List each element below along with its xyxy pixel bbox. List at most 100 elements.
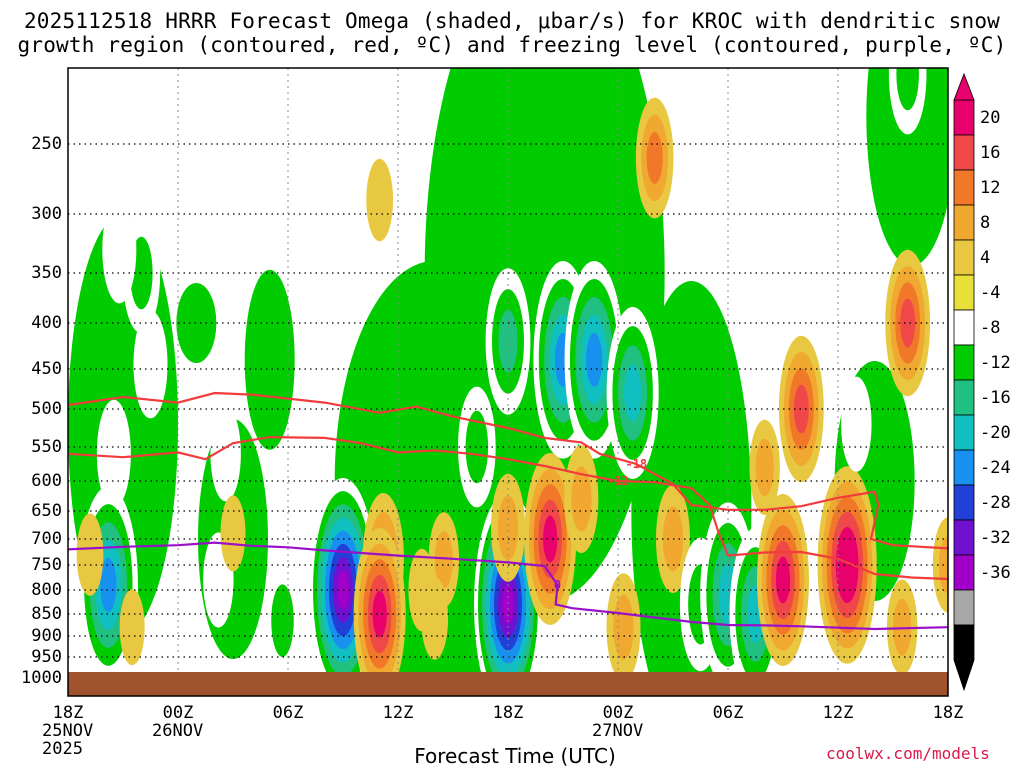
colorbar-box-4 (953, 239, 975, 276)
colorbar-box-8 (953, 379, 975, 416)
y-tick-label-800: 800 (31, 580, 62, 600)
colorbar-label--32: -32 (980, 528, 1011, 548)
omega-shading (68, 68, 948, 696)
credit-link[interactable]: coolwx.com/models (826, 744, 990, 763)
colorbar-box-5 (953, 274, 975, 311)
x-tick-label-3: 12Z (382, 703, 414, 723)
x-tick-sublabel-0-0: 25NOV (42, 721, 94, 741)
omega-cell-39 (885, 249, 931, 397)
omega-cell-27 (524, 453, 577, 625)
y-tick-label-950: 950 (31, 647, 62, 667)
x-axis-title: Forecast Time (UTC) (414, 744, 616, 768)
omega-cell-36 (757, 494, 809, 666)
omega-cell-21 (485, 268, 531, 415)
omega-cell-43 (841, 376, 872, 472)
colorbar-box-15 (953, 624, 975, 661)
x-tick-label-1: 00Z (162, 703, 194, 723)
omega-cell-38 (817, 466, 877, 664)
y-tick-label-700: 700 (31, 529, 62, 549)
colorbar-box-0 (953, 99, 975, 136)
colorbar-box-2 (953, 169, 975, 206)
omega-cell-5 (76, 513, 104, 596)
ground-surface (68, 672, 948, 696)
y-tick-label-650: 650 (31, 501, 62, 521)
colorbar-box-9 (953, 414, 975, 451)
colorbar-label--20: -20 (980, 423, 1011, 443)
gridlines (68, 68, 948, 696)
x-tick-sublabel-1-0: 26NOV (152, 721, 204, 741)
omega-cell-19 (421, 577, 449, 660)
omega-cell-11 (220, 495, 246, 572)
contour-dgz_-12 (68, 435, 948, 581)
colorbar-label--4: -4 (980, 283, 1001, 303)
x-tick-label-5: 00Z (602, 703, 634, 723)
x-tick-label-2: 06Z (272, 703, 304, 723)
colorbar (953, 72, 975, 692)
x-tick-label-8: 18Z (932, 703, 964, 723)
contour-label-dgz_-12: -12 (607, 474, 629, 488)
omega-background-5 (866, 68, 948, 266)
x-tick-label-7: 12Z (822, 703, 854, 723)
omega-cell-28 (564, 445, 599, 553)
colorbar-label--28: -28 (980, 493, 1011, 513)
colorbar-box-3 (953, 204, 975, 241)
x-tick-sublabel-0-1: 2025 (42, 739, 83, 759)
omega-cell-15 (353, 528, 406, 696)
y-tick-label-550: 550 (31, 437, 62, 457)
colorbar-box-1 (953, 134, 975, 171)
colorbar-label--8: -8 (980, 318, 1001, 338)
contour-label-dgz_-18: -18 (625, 457, 647, 471)
omega-cell-26 (606, 307, 659, 479)
omega-cell-23 (458, 386, 496, 508)
colorbar-label-12: 12 (980, 178, 1001, 198)
omega-background-7 (176, 283, 217, 363)
chart-title-line2: growth region (contoured, red, ºC) and f… (17, 33, 1007, 57)
colorbar-label-20: 20 (980, 108, 1001, 128)
y-tick-label-500: 500 (31, 399, 62, 419)
omega-cell-16 (366, 158, 394, 242)
colorbar-box-13 (953, 554, 975, 591)
y-tick-label-300: 300 (31, 204, 62, 224)
omega-cell-7 (210, 406, 241, 502)
omega-cell-2 (133, 310, 168, 419)
plot-frame (67, 67, 949, 697)
colorbar-label--16: -16 (980, 388, 1011, 408)
omega-cell-30 (635, 97, 674, 219)
colorbar-bottom-arrow (953, 659, 975, 692)
omega-cell-3 (96, 399, 131, 508)
contour-freezing_level_0 (68, 541, 948, 631)
colorbar-label-4: 4 (980, 248, 991, 268)
colorbar-top-arrow (953, 72, 975, 101)
y-tick-label-350: 350 (31, 263, 62, 283)
chart-title-line1: 2025112518 HRRR Forecast Omega (shaded, … (23, 9, 1001, 33)
y-tick-label-900: 900 (31, 626, 62, 646)
temperature-contours: -18 -12 0 (68, 391, 948, 631)
y-tick-label-450: 450 (31, 359, 62, 379)
omega-cell-6 (119, 589, 145, 666)
omega-cell-37 (778, 335, 824, 483)
y-tick-label-600: 600 (31, 471, 62, 491)
y-tick-label-400: 400 (31, 313, 62, 333)
colorbar-label--12: -12 (980, 353, 1011, 373)
y-tick-label-1000: 1000 (21, 668, 62, 688)
colorbar-box-11 (953, 484, 975, 521)
omega-cell-1 (102, 195, 137, 304)
omega-background-8 (244, 269, 295, 450)
omega-cell-42 (888, 68, 927, 135)
x-tick-label-4: 18Z (492, 703, 524, 723)
colorbar-label--24: -24 (980, 458, 1011, 478)
colorbar-box-7 (953, 344, 975, 381)
colorbar-box-6 (953, 309, 975, 346)
omega-cell-35 (749, 419, 780, 515)
omega-cell-29 (606, 573, 641, 682)
colorbar-box-12 (953, 519, 975, 556)
x-tick-sublabel-5-0: 27NOV (592, 721, 644, 741)
y-tick-label-750: 750 (31, 555, 62, 575)
colorbar-label-8: 8 (980, 213, 991, 233)
colorbar-label-16: 16 (980, 143, 1001, 163)
omega-cell-40 (886, 579, 918, 675)
colorbar-box-10 (953, 449, 975, 486)
x-tick-label-0: 18Z (52, 703, 84, 723)
y-tick-label-850: 850 (31, 604, 62, 624)
x-tick-label-6: 06Z (712, 703, 744, 723)
